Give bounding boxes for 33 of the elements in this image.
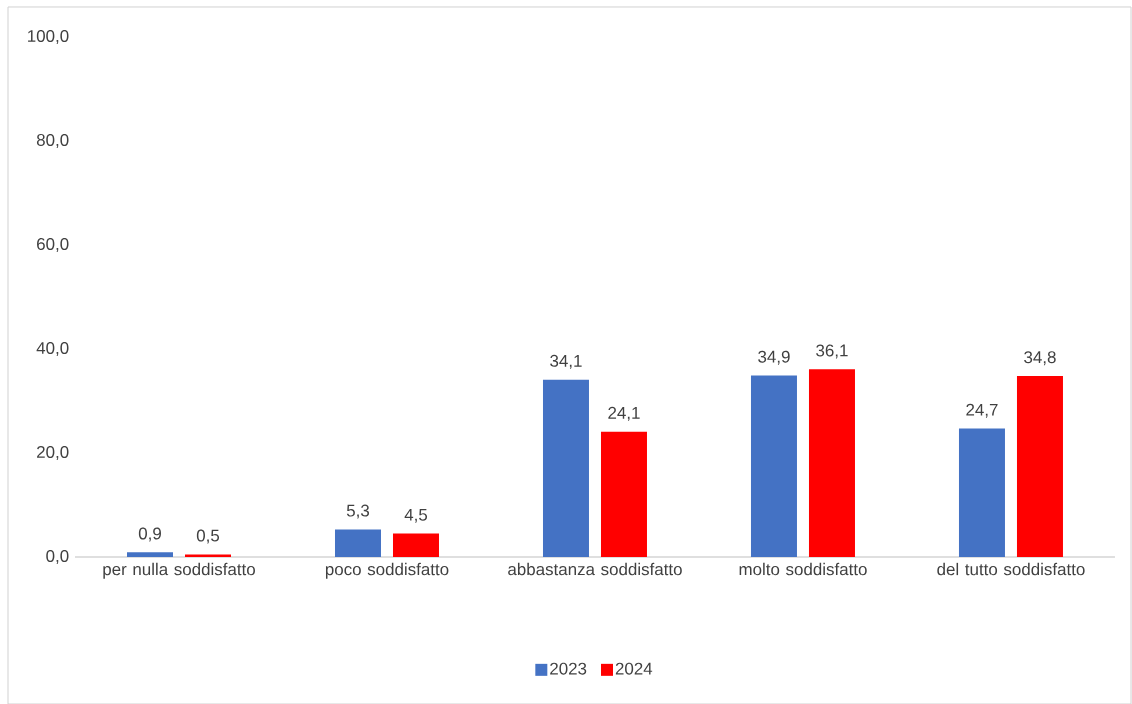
legend-label: 2023 — [550, 662, 587, 675]
bar — [958, 428, 1005, 557]
x-tick-label: per nulla soddisfatto — [103, 562, 255, 579]
x-tick-label: poco soddisfatto — [325, 562, 449, 579]
y-tick-label: 20,0 — [37, 446, 69, 460]
bar — [542, 379, 589, 557]
x-tick-label: abbastanza soddisfatto — [508, 562, 682, 576]
data-label: 0,9 — [138, 527, 161, 542]
y-tick-label: 60,0 — [37, 238, 69, 252]
bar — [127, 552, 173, 557]
data-label: 24,1 — [608, 406, 640, 421]
data-label: 4,5 — [404, 508, 428, 523]
data-label: 34,8 — [1024, 351, 1056, 366]
bar — [750, 375, 797, 557]
data-label: 5,3 — [346, 504, 370, 519]
x-tick-label: del tutto soddisfatto — [937, 562, 1085, 576]
bar — [808, 369, 855, 557]
bar — [334, 529, 381, 557]
data-label: 34,1 — [550, 354, 582, 369]
data-label: 36,1 — [816, 344, 848, 359]
bar — [185, 554, 231, 557]
data-label: 24,7 — [966, 403, 998, 418]
y-tick-label: 0,0 — [46, 550, 69, 564]
data-label: 0,5 — [196, 529, 220, 544]
legend-label: 2024 — [615, 662, 653, 675]
bar — [600, 431, 647, 557]
data-label: 34,9 — [758, 350, 790, 365]
y-tick-label: 80,0 — [36, 133, 69, 148]
y-tick-label: 40,0 — [36, 342, 69, 356]
y-tick-label: 100,0 — [28, 29, 69, 44]
bar — [392, 533, 439, 557]
bar — [1016, 376, 1063, 557]
x-tick-label: molto soddisfatto — [739, 562, 867, 576]
